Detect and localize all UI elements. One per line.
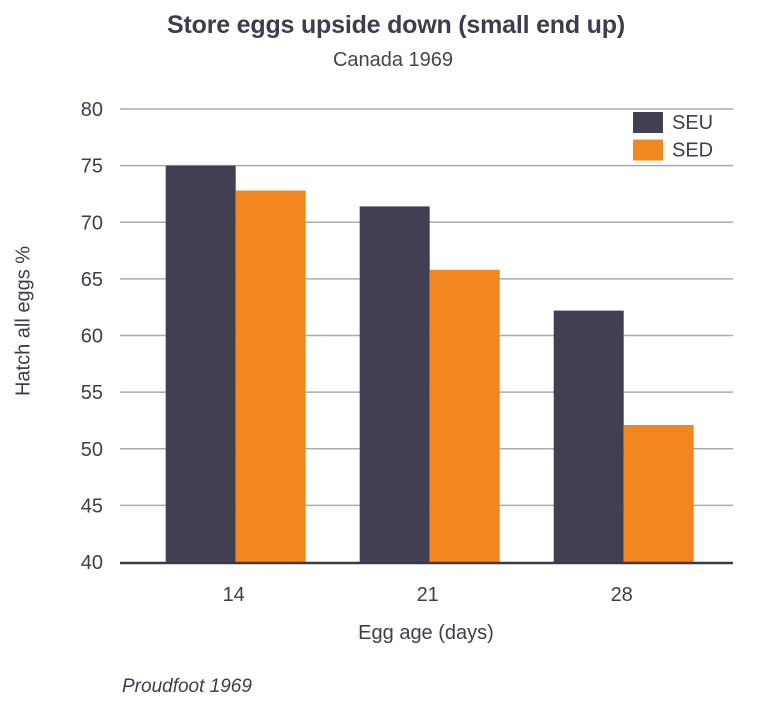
bar-seu-14	[165, 165, 236, 562]
y-tick-label-60: 60	[81, 326, 103, 348]
x-axis-label: Egg age (days)	[358, 622, 494, 644]
bar-sed-14	[235, 190, 306, 563]
bar-seu-21	[359, 206, 430, 562]
legend-swatch-seu	[633, 112, 663, 133]
x-tick-label-21: 21	[417, 584, 439, 606]
legend-label-seu: SEU	[672, 112, 713, 134]
y-tick-label-50: 50	[81, 439, 103, 461]
bar-sed-21	[429, 269, 500, 562]
chart-title: Store eggs upside down (small end up)	[167, 11, 625, 39]
y-tick-label-75: 75	[81, 156, 103, 178]
chart-subtitle: Canada 1969	[332, 49, 454, 71]
y-tick-label-70: 70	[81, 212, 103, 234]
bar-sed-28	[623, 424, 694, 562]
y-tick-label-45: 45	[81, 495, 103, 517]
x-tick-label-28: 28	[611, 584, 633, 606]
y-tick-label-65: 65	[81, 269, 103, 291]
y-tick-label-40: 40	[81, 552, 103, 574]
y-tick-label-55: 55	[81, 382, 103, 404]
bar-seu-28	[553, 310, 624, 562]
legend-label-sed: SED	[672, 140, 713, 162]
source-annotation: Proudfoot 1969	[122, 676, 252, 697]
legend-swatch-sed	[633, 139, 663, 161]
y-tick-label-80: 80	[81, 99, 103, 121]
x-tick-label-14: 14	[223, 584, 245, 606]
